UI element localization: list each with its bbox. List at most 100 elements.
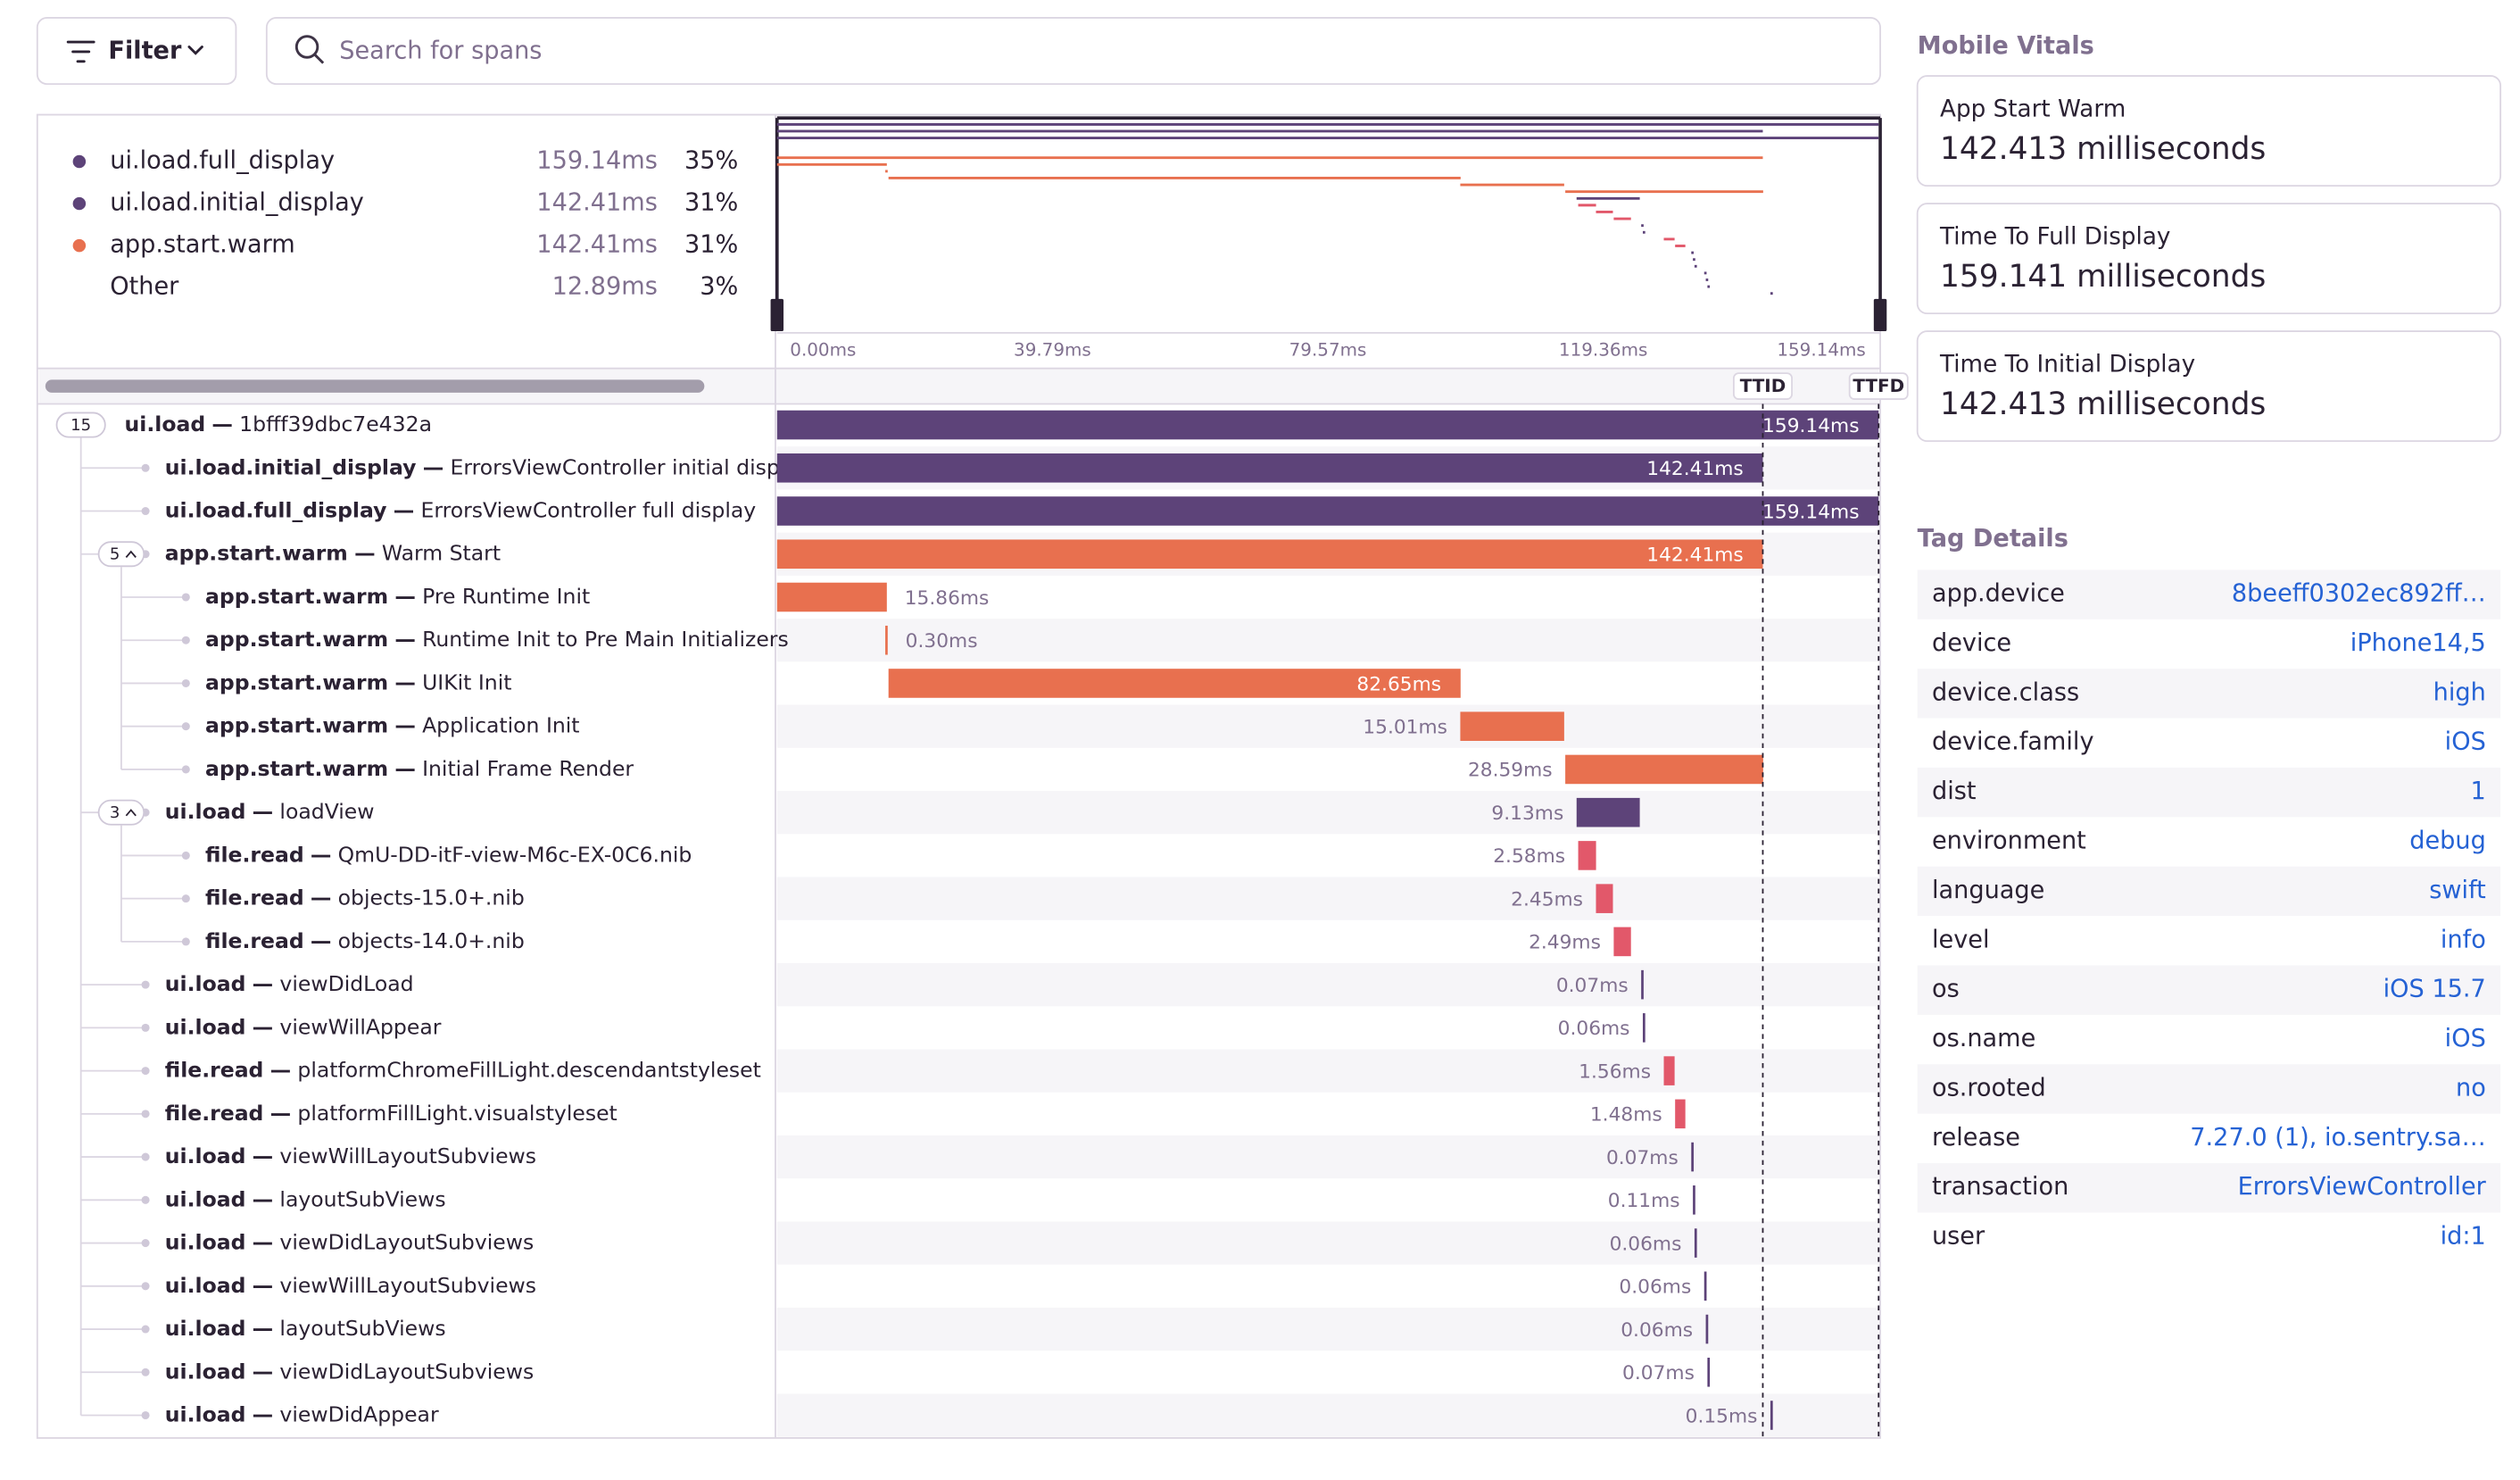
span-bar[interactable] bbox=[1642, 1013, 1645, 1043]
span-bar[interactable] bbox=[1694, 1228, 1697, 1258]
span-duration: 159.14ms bbox=[1762, 501, 1859, 523]
tag-value[interactable]: 7.27.0 (1), io.sentry.sa… bbox=[2190, 1124, 2486, 1152]
row-stripe bbox=[776, 1307, 1879, 1351]
tag-value[interactable]: swift bbox=[2429, 877, 2486, 904]
span-label: ui.load.initial_display — ErrorsViewContro… bbox=[165, 454, 811, 479]
span-bar[interactable] bbox=[1705, 1314, 1709, 1344]
span-separator: — bbox=[253, 1014, 274, 1039]
span-bar[interactable] bbox=[1576, 797, 1640, 827]
span-bar[interactable] bbox=[1663, 1056, 1675, 1085]
tag-value[interactable]: 8beeff0302ec892ff… bbox=[2232, 580, 2486, 608]
legend-percent: 35% bbox=[684, 147, 738, 175]
legend-duration: 142.41ms bbox=[536, 189, 658, 217]
span-duration: 1.56ms bbox=[1579, 1060, 1651, 1083]
span-label: ui.load — viewDidAppear bbox=[165, 1401, 439, 1426]
tag-value[interactable]: 1 bbox=[2471, 777, 2486, 805]
span-separator: — bbox=[394, 583, 416, 608]
tag-value[interactable]: iPhone14,5 bbox=[2350, 629, 2486, 657]
timeline-tick: 79.57ms bbox=[1289, 339, 1367, 360]
span-label: ui.load — layoutSubViews bbox=[165, 1316, 446, 1341]
span-bar[interactable] bbox=[885, 625, 888, 655]
span-bar[interactable] bbox=[1675, 1099, 1686, 1129]
marker-badge bbox=[1848, 372, 1909, 400]
span-op: ui.load bbox=[165, 1401, 246, 1426]
span-bar[interactable] bbox=[1707, 1357, 1711, 1387]
span-bar[interactable] bbox=[1691, 1142, 1694, 1172]
tree-node-dot bbox=[141, 980, 150, 989]
span-bar[interactable] bbox=[776, 453, 1763, 483]
span-separator: — bbox=[270, 1100, 292, 1125]
tag-row-stripe bbox=[1917, 669, 2501, 719]
span-duration: 0.07ms bbox=[1606, 1147, 1679, 1169]
span-separator: — bbox=[253, 1143, 274, 1168]
span-label: ui.load.full_display — ErrorsViewControlle… bbox=[165, 497, 757, 522]
span-description: Initial Frame Render bbox=[422, 755, 634, 780]
tree-node-dot bbox=[141, 1152, 150, 1161]
span-separator: — bbox=[394, 755, 416, 780]
span-description: loadView bbox=[279, 799, 374, 824]
span-description: objects-14.0+.nib bbox=[338, 927, 525, 952]
tag-key: app.device bbox=[1932, 580, 2065, 608]
span-bar[interactable] bbox=[1565, 754, 1763, 785]
span-description: viewDidLayoutSubviews bbox=[279, 1359, 534, 1384]
scrollbar-thumb[interactable] bbox=[45, 379, 705, 393]
span-bar[interactable] bbox=[1578, 841, 1596, 870]
span-bar[interactable] bbox=[1693, 1185, 1695, 1215]
row-stripe bbox=[776, 1135, 1879, 1179]
tag-key: os.name bbox=[1932, 1025, 2035, 1052]
span-op: ui.load bbox=[165, 1229, 246, 1254]
tree-node-dot bbox=[181, 937, 190, 946]
span-separator: — bbox=[253, 1186, 274, 1211]
span-bar[interactable] bbox=[776, 582, 887, 612]
span-label: app.start.warm — UIKit Init bbox=[205, 669, 511, 694]
span-bar[interactable] bbox=[1460, 711, 1564, 741]
child-count-badge[interactable] bbox=[97, 799, 145, 826]
span-description: platformFillLight.visualstyleset bbox=[297, 1100, 617, 1125]
tag-value[interactable]: id:1 bbox=[2441, 1223, 2486, 1251]
span-description: Pre Runtime Init bbox=[422, 583, 590, 608]
span-description: viewDidLoad bbox=[279, 971, 413, 996]
tag-value[interactable]: high bbox=[2433, 678, 2486, 706]
tag-value[interactable]: iOS bbox=[2445, 728, 2486, 756]
search-input[interactable] bbox=[265, 17, 1881, 86]
tag-value[interactable]: no bbox=[2456, 1074, 2486, 1102]
search-icon bbox=[294, 35, 325, 64]
span-op: ui.load bbox=[165, 1316, 246, 1341]
search-placeholder: Search for spans bbox=[339, 37, 542, 64]
tag-value[interactable]: info bbox=[2441, 926, 2486, 953]
tag-key: os.rooted bbox=[1932, 1074, 2046, 1102]
span-bar[interactable] bbox=[1613, 927, 1631, 957]
vital-card bbox=[1916, 203, 2502, 315]
tag-value[interactable]: iOS bbox=[2445, 1025, 2486, 1052]
tag-value[interactable]: iOS 15.7 bbox=[2383, 976, 2486, 1003]
tag-value[interactable]: debug bbox=[2409, 827, 2486, 855]
tree-node-dot bbox=[181, 722, 190, 731]
tag-value[interactable]: ErrorsViewController bbox=[2238, 1173, 2487, 1201]
span-separator: — bbox=[423, 454, 444, 479]
tag-key: device bbox=[1932, 629, 2011, 657]
row-stripe bbox=[776, 704, 1879, 748]
tree-node-dot bbox=[141, 1023, 150, 1032]
span-bar[interactable] bbox=[1596, 884, 1613, 913]
tag-row-stripe bbox=[1917, 1064, 2501, 1114]
child-count-badge[interactable] bbox=[97, 541, 145, 568]
span-bar[interactable] bbox=[1770, 1401, 1773, 1430]
span-bar[interactable] bbox=[776, 496, 1879, 526]
span-duration: 0.07ms bbox=[1622, 1362, 1695, 1384]
span-duration: 0.06ms bbox=[1558, 1018, 1630, 1040]
filter-button[interactable] bbox=[36, 17, 237, 86]
span-bar[interactable] bbox=[888, 669, 1461, 698]
span-duration: 0.11ms bbox=[1608, 1190, 1680, 1212]
child-count-badge[interactable] bbox=[55, 412, 106, 438]
span-bar[interactable] bbox=[776, 539, 1763, 570]
span-duration: 2.58ms bbox=[1493, 845, 1565, 868]
span-bar[interactable] bbox=[1703, 1271, 1707, 1301]
span-bar[interactable] bbox=[1641, 969, 1644, 1000]
span-op: file.read bbox=[205, 927, 304, 952]
legend-duration: 159.14ms bbox=[536, 147, 658, 175]
span-description: QmU-DD-itF-view-M6c-EX-0C6.nib bbox=[338, 842, 692, 867]
span-duration: 2.45ms bbox=[1511, 888, 1583, 910]
span-description: UIKit Init bbox=[422, 669, 511, 694]
tag-key: transaction bbox=[1932, 1173, 2068, 1201]
span-bar[interactable] bbox=[776, 410, 1879, 440]
